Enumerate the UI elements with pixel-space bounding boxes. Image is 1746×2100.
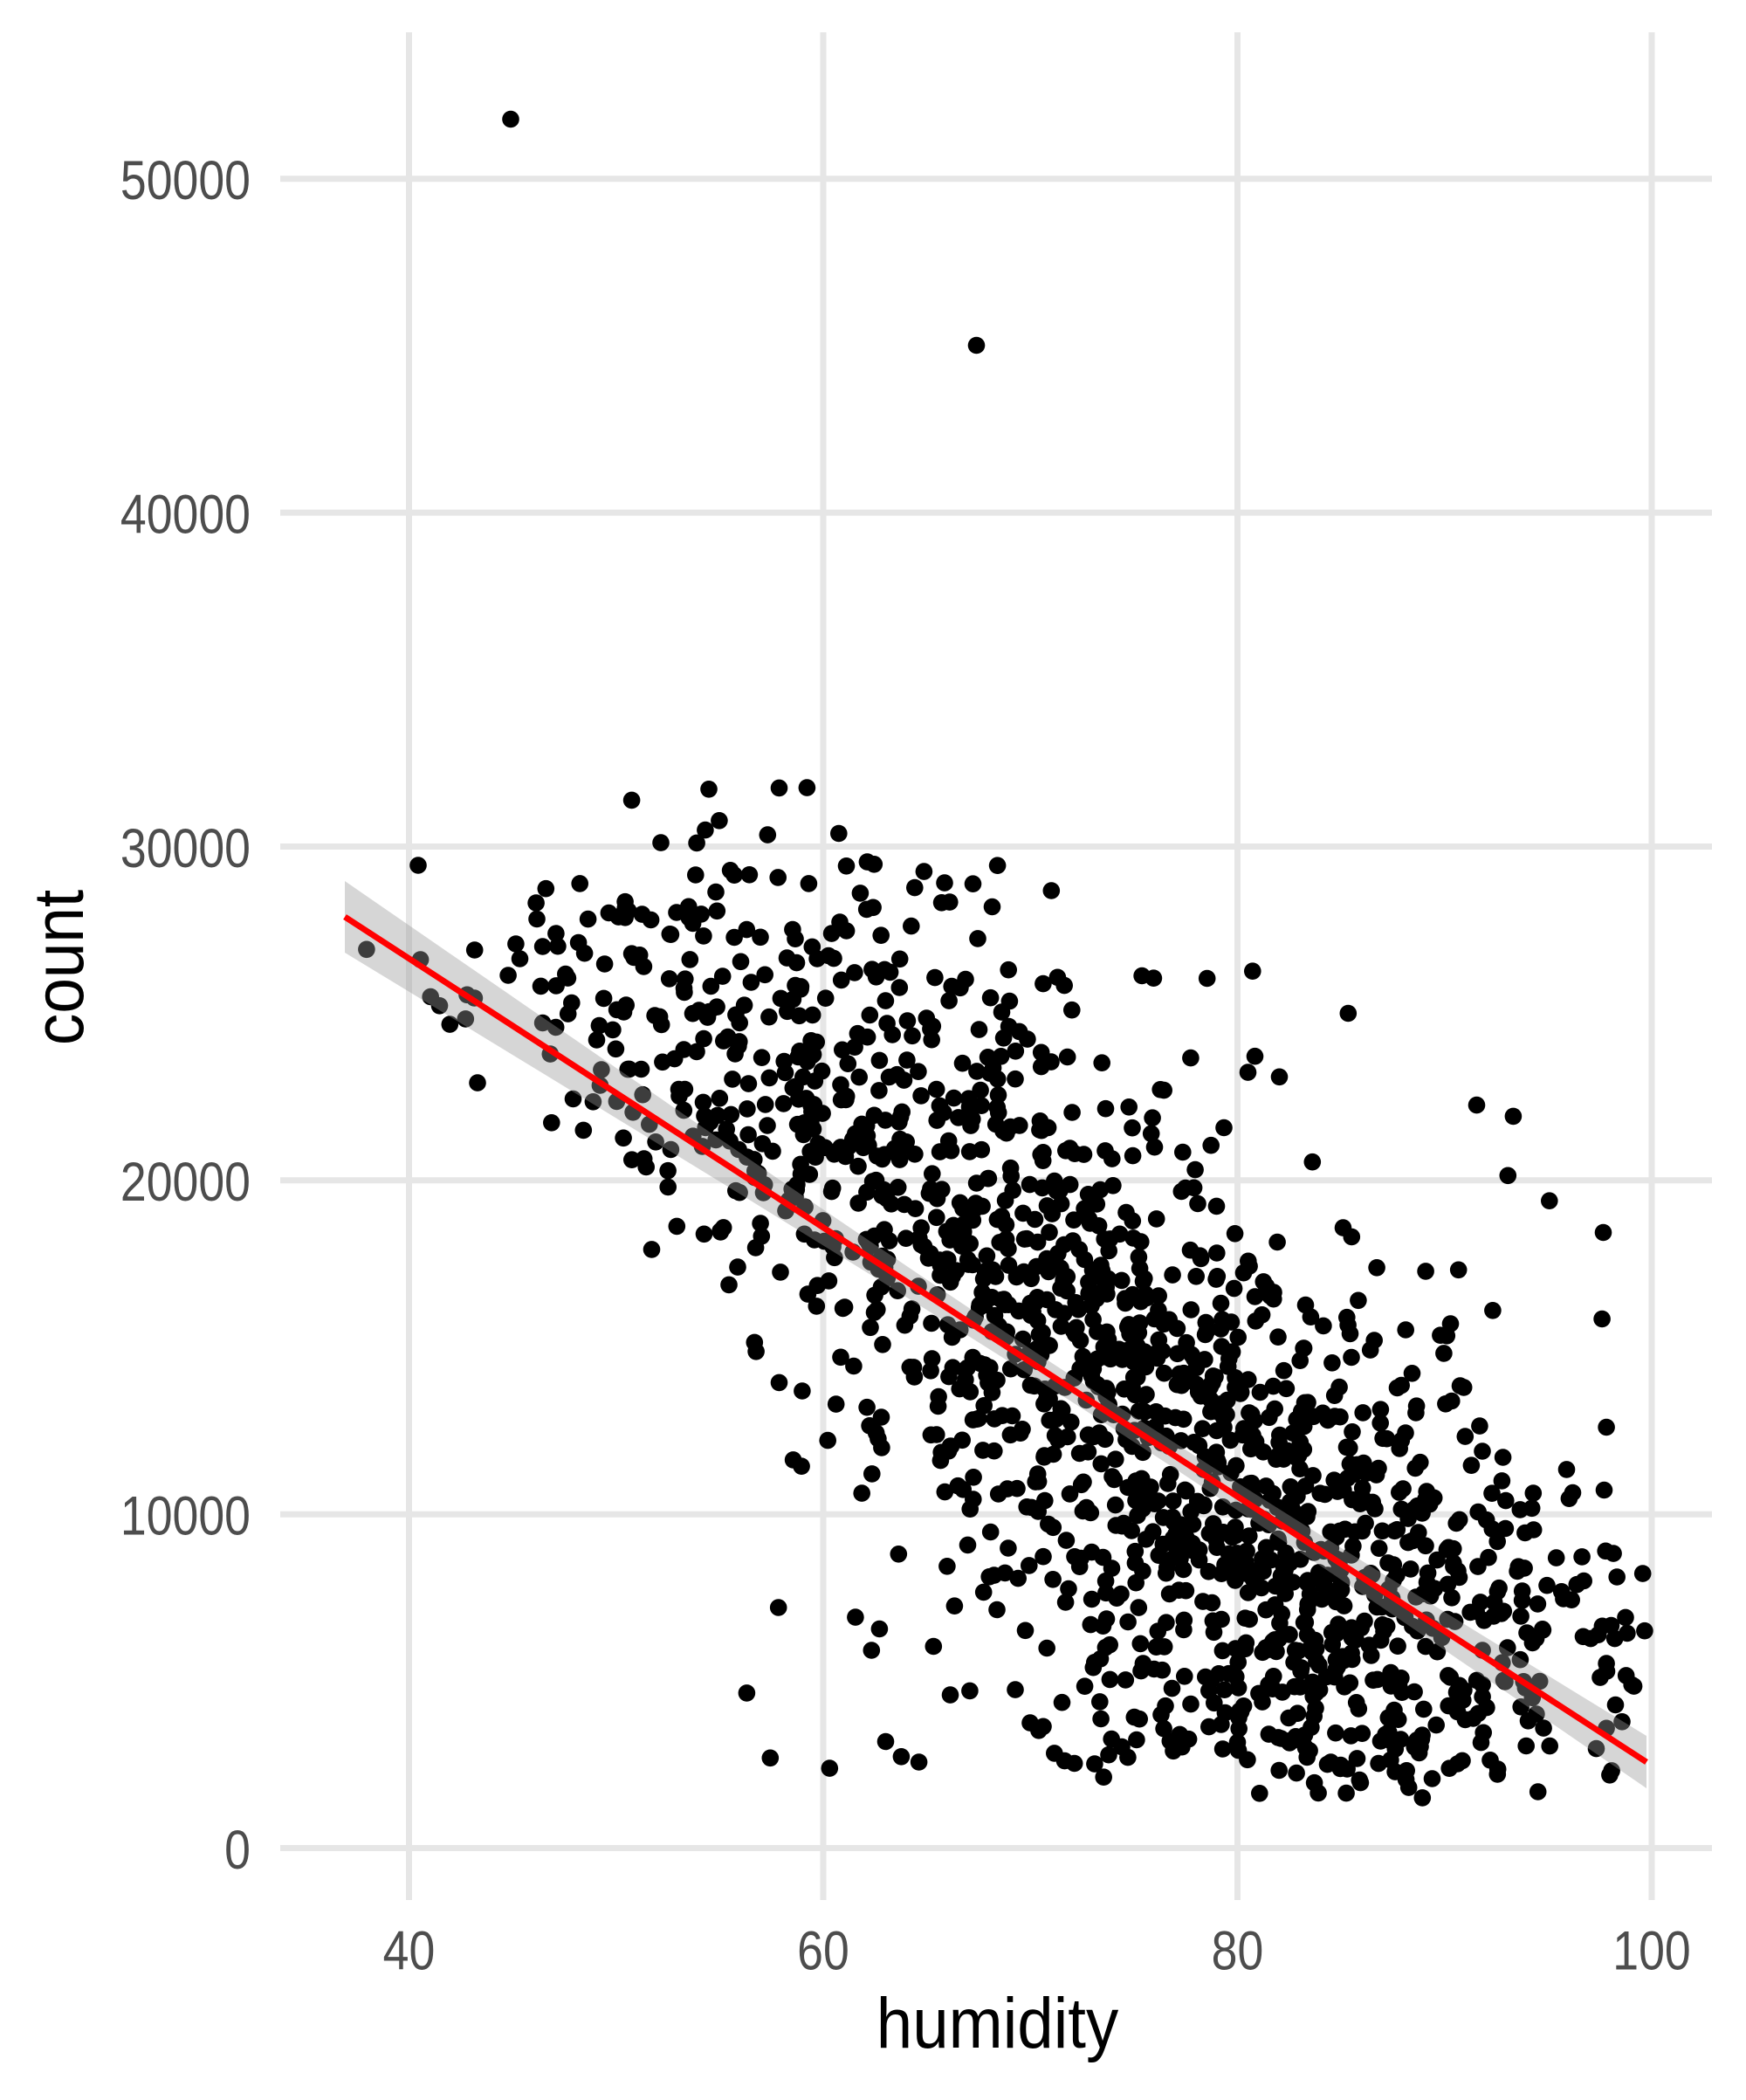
svg-text:count: count	[21, 890, 99, 1045]
svg-text:80: 80	[1212, 1920, 1264, 1981]
svg-text:20000: 20000	[120, 1152, 251, 1213]
svg-text:60: 60	[797, 1920, 849, 1981]
svg-text:0: 0	[224, 1820, 251, 1881]
svg-text:100: 100	[1612, 1920, 1690, 1981]
svg-text:30000: 30000	[120, 818, 251, 879]
svg-text:40: 40	[383, 1920, 436, 1981]
svg-text:10000: 10000	[120, 1486, 251, 1547]
svg-text:50000: 50000	[120, 150, 251, 211]
svg-text:humidity: humidity	[876, 1983, 1119, 2063]
svg-text:40000: 40000	[120, 484, 251, 545]
